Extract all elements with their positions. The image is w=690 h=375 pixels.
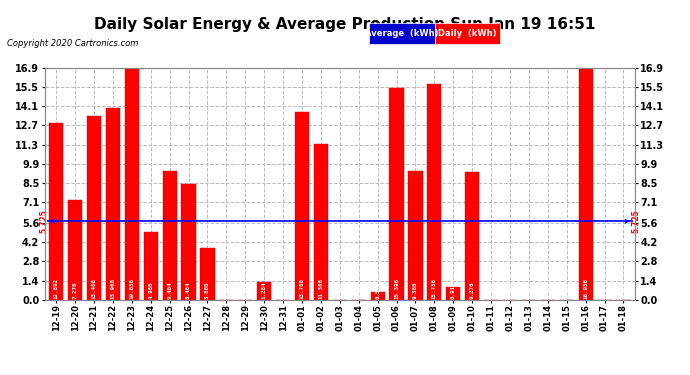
Text: 0.000: 0.000 [545,281,551,299]
Bar [68,200,82,300]
Text: Copyright 2020 Cartronics.com: Copyright 2020 Cartronics.com [7,39,138,48]
Text: 13.408: 13.408 [92,278,97,299]
Bar [371,292,385,300]
Text: 9.276: 9.276 [470,281,475,299]
Text: 15.736: 15.736 [432,278,437,299]
Text: 0.000: 0.000 [489,281,493,299]
Text: 3.800: 3.800 [205,281,210,299]
Bar [106,108,120,300]
Text: Daily  (kWh): Daily (kWh) [438,29,497,38]
Text: 12.892: 12.892 [54,278,59,299]
Text: 13.700: 13.700 [299,278,304,299]
Bar [427,84,442,300]
Bar [144,232,158,300]
Bar [446,288,460,300]
Text: 13.960: 13.960 [110,278,115,299]
Bar [125,38,139,300]
Text: 0.000: 0.000 [508,281,513,299]
Text: 5.725: 5.725 [631,209,640,233]
Bar [314,144,328,300]
Text: 9.360: 9.360 [413,281,418,299]
Text: 9.404: 9.404 [167,281,172,299]
Bar [578,67,593,300]
Text: 8.464: 8.464 [186,281,191,299]
Bar [257,282,271,300]
Bar [408,171,422,300]
Bar [200,248,215,300]
Bar [87,116,101,300]
Text: 0.000: 0.000 [564,281,569,299]
Bar [389,88,404,300]
Text: 15.396: 15.396 [394,278,399,299]
Bar [295,111,309,300]
Text: 0.000: 0.000 [337,281,342,299]
Text: 11.308: 11.308 [318,278,324,299]
Bar [163,171,177,300]
Text: 7.276: 7.276 [72,281,77,299]
Text: Average  (kWh): Average (kWh) [365,29,439,38]
Text: 0.000: 0.000 [602,281,607,299]
Text: 1.284: 1.284 [262,281,267,299]
Text: 0.912: 0.912 [451,281,456,299]
Text: 0.548: 0.548 [375,281,380,299]
Text: 19.036: 19.036 [129,278,135,299]
Text: 4.960: 4.960 [148,281,153,299]
Bar [465,172,480,300]
Text: Daily Solar Energy & Average Production Sun Jan 19 16:51: Daily Solar Energy & Average Production … [95,17,595,32]
Text: 5.725: 5.725 [39,209,48,233]
Text: 0.000: 0.000 [621,281,626,299]
Text: 0.000: 0.000 [356,281,362,299]
Bar [49,123,63,300]
Text: 0.016: 0.016 [281,281,286,299]
Text: 0.000: 0.000 [224,281,229,299]
Text: 0.000: 0.000 [526,281,531,299]
Text: 16.936: 16.936 [583,278,588,299]
Text: 0.000: 0.000 [243,281,248,299]
Bar [181,183,196,300]
